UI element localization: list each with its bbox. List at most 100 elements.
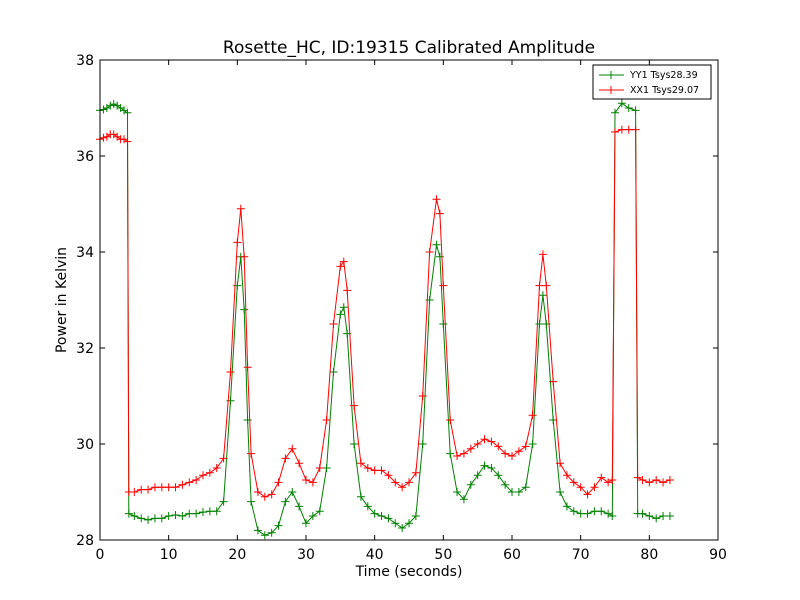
data-point [562, 502, 571, 511]
data-point [212, 507, 221, 516]
x-tick-label: 70 [572, 547, 590, 563]
data-point [185, 509, 194, 518]
data-point [665, 476, 674, 484]
plot-frame [99, 59, 719, 541]
y-tick-label: 34 [76, 245, 94, 261]
data-point [617, 99, 626, 108]
data-point [370, 509, 379, 518]
data-point [432, 240, 441, 249]
data-point [521, 442, 530, 451]
data-point [281, 454, 290, 463]
data-point [322, 416, 331, 424]
data-point [295, 502, 304, 511]
data-point [514, 447, 523, 456]
data-point [199, 471, 207, 480]
data-point [339, 303, 348, 312]
data-point [356, 492, 365, 501]
data-point [260, 492, 269, 501]
data-point [356, 459, 365, 468]
data-point [624, 104, 633, 112]
data-point [391, 478, 400, 487]
x-tick-label: 60 [503, 547, 521, 563]
data-point [576, 483, 585, 492]
data-point [631, 125, 640, 134]
data-point [240, 305, 249, 314]
data-point [267, 528, 276, 537]
data-point [473, 440, 482, 448]
data-point [199, 508, 207, 517]
data-point [528, 411, 537, 420]
data-point [178, 480, 187, 489]
data-point [446, 416, 455, 424]
data-point [363, 502, 372, 511]
data-point [336, 262, 345, 271]
data-point [171, 483, 180, 492]
data-point [435, 252, 444, 261]
data-point [243, 416, 252, 424]
data-point [432, 195, 441, 204]
data-point [288, 444, 297, 453]
y-tick-label: 38 [76, 53, 94, 69]
data-point [377, 466, 386, 475]
data-point [247, 449, 256, 458]
data-point [130, 512, 139, 520]
x-tick-label: 50 [434, 547, 452, 563]
data-point [508, 452, 516, 460]
data-point [538, 250, 547, 259]
data-point [205, 507, 214, 516]
data-point [466, 480, 475, 489]
data-point [549, 416, 558, 424]
data-point [652, 514, 661, 523]
data-point [638, 509, 647, 518]
data-point [425, 248, 434, 256]
legend-marker [607, 71, 615, 79]
data-point [590, 483, 599, 492]
data-point [363, 464, 372, 472]
data-point [377, 512, 386, 520]
data-point [164, 512, 173, 520]
data-point [659, 512, 668, 520]
data-point [236, 204, 245, 213]
data-point [302, 519, 310, 528]
x-tick-label: 40 [366, 547, 384, 563]
y-tick-label: 36 [76, 149, 94, 165]
data-point [109, 100, 118, 109]
data-point [315, 464, 324, 472]
data-point [508, 488, 516, 496]
legend-box [592, 64, 712, 100]
data-point [281, 497, 290, 506]
data-point [253, 488, 262, 496]
y-tick-label: 32 [76, 341, 94, 357]
data-point [487, 437, 496, 446]
data-point [556, 459, 565, 468]
data-point [192, 509, 201, 518]
data-point [267, 490, 276, 499]
data-point [260, 531, 269, 540]
data-point [608, 512, 617, 520]
data-point [302, 476, 310, 484]
data-point [164, 483, 173, 492]
data-point [274, 521, 283, 530]
data-point [288, 488, 297, 496]
y-tick-label: 28 [76, 533, 94, 549]
data-point [459, 449, 468, 458]
axis-ticks: 0 10 20 30 40 50 60 70 80 90 28 30 32 34 36 38 [76, 53, 727, 563]
data-point [617, 125, 626, 134]
data-point [185, 478, 194, 487]
data-point [501, 480, 510, 489]
data-point [192, 476, 201, 484]
data-point [611, 128, 619, 136]
data-point [233, 238, 242, 247]
data-point [549, 377, 558, 386]
data-point [466, 444, 475, 453]
data-point [494, 471, 503, 480]
data-point [219, 497, 228, 506]
data-point [535, 320, 544, 328]
data-point [576, 509, 585, 518]
data-point [418, 440, 427, 448]
data-point [205, 468, 214, 477]
data-point [521, 483, 530, 492]
data-point [652, 476, 661, 484]
data-point [178, 512, 187, 520]
x-tick-label: 80 [640, 547, 658, 563]
